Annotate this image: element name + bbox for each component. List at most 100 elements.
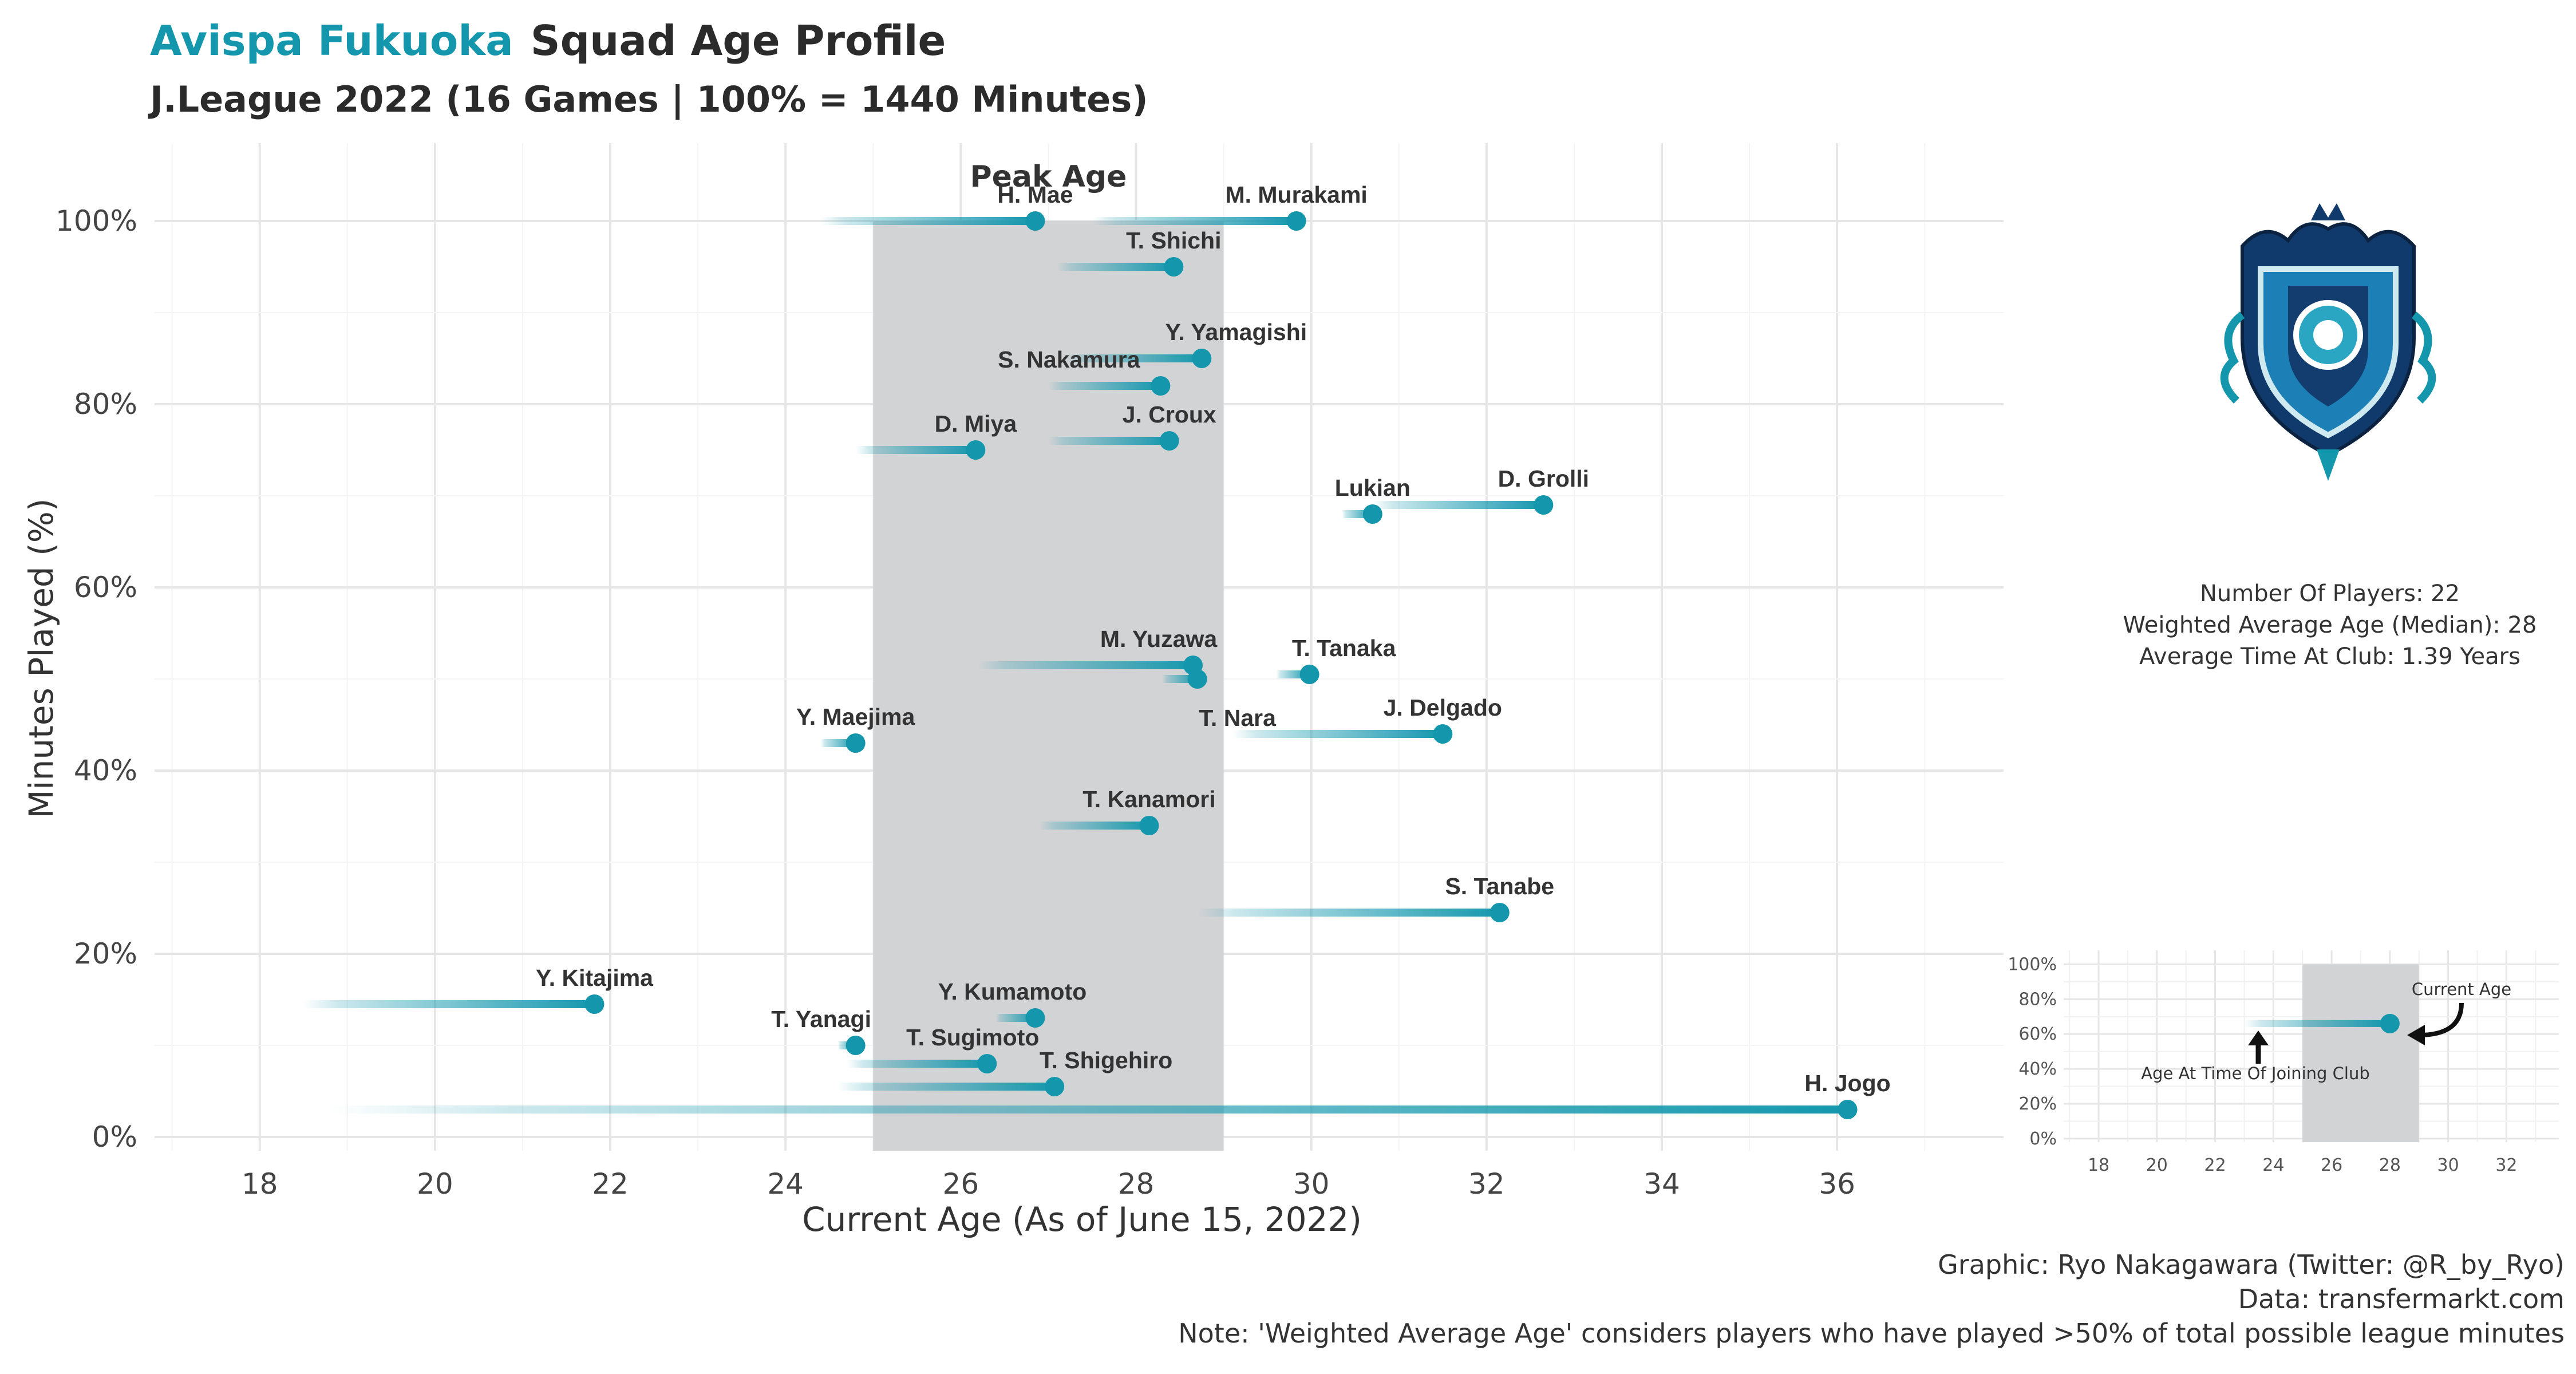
stat-number-of-players: Number Of Players: 22 bbox=[2200, 581, 2460, 607]
legend-inset: 0% 20% 40% 60% 80% 100% 18 20 22 24 26 28 30 32 Curr… bbox=[2008, 950, 2559, 1175]
player-label: T. Shigehiro bbox=[1040, 1047, 1172, 1073]
tenure-line bbox=[330, 1105, 1848, 1114]
inset-x-tick-label: 18 bbox=[2088, 1155, 2109, 1175]
tenure-line bbox=[1040, 822, 1149, 830]
player-point bbox=[1151, 376, 1171, 396]
inset-x-tick-label: 24 bbox=[2262, 1155, 2284, 1175]
inset-joined-arrowhead bbox=[2248, 1030, 2269, 1045]
inset-tenure-line bbox=[2244, 1020, 2390, 1027]
peak-age-band: Peak Age bbox=[873, 160, 1224, 1151]
player-label: T. Yanagi bbox=[771, 1006, 871, 1032]
inset-y-tick-label: 100% bbox=[2008, 954, 2057, 974]
inset-current-age-label: Current Age bbox=[2412, 980, 2511, 999]
player-label: D. Miya bbox=[935, 410, 1018, 437]
tenure-line bbox=[838, 1083, 1055, 1091]
x-axis-label: Current Age (As of June 15, 2022) bbox=[802, 1200, 1362, 1239]
tenure-line bbox=[847, 1060, 987, 1068]
x-tick-label: 28 bbox=[1118, 1167, 1155, 1201]
inset-current-age-arrowhead bbox=[2407, 1025, 2425, 1045]
caption-note: Note: 'Weighted Average Age' considers p… bbox=[1178, 1318, 2565, 1349]
y-axis-ticks: 0% 20% 40% 60% 80% 100% bbox=[56, 204, 137, 1154]
player-point bbox=[1362, 504, 1382, 524]
x-tick-label: 24 bbox=[767, 1167, 804, 1201]
caption-graphic-credit: Graphic: Ryo Nakagawara (Twitter: @R_by_… bbox=[1938, 1249, 2565, 1280]
caption-data-source: Data: transfermarkt.com bbox=[2238, 1284, 2565, 1314]
x-tick-label: 20 bbox=[417, 1167, 453, 1201]
x-tick-label: 36 bbox=[1819, 1167, 1855, 1201]
inset-x-tick-label: 20 bbox=[2146, 1155, 2168, 1175]
chart-subtitle: J.League 2022 (16 Games | 100% = 1440 Mi… bbox=[148, 78, 1148, 121]
x-axis-ticks: 18 20 22 24 26 28 30 32 34 36 bbox=[242, 1167, 1855, 1201]
team-name: Avispa Fukuoka bbox=[150, 17, 513, 65]
player-point bbox=[846, 1036, 866, 1055]
stat-weighted-average-age: Weighted Average Age (Median): 28 bbox=[2123, 612, 2537, 638]
player-label: T. Shichi bbox=[1126, 227, 1221, 254]
title-rest: Squad Age Profile bbox=[531, 17, 946, 65]
player-label: T. Nara bbox=[1199, 705, 1277, 731]
player-point bbox=[1192, 349, 1212, 368]
player-point bbox=[1045, 1077, 1065, 1096]
inset-y-tick-label: 60% bbox=[2018, 1024, 2057, 1044]
player-label: Y. Kumamoto bbox=[938, 978, 1087, 1005]
player-label: T. Tanaka bbox=[1292, 635, 1397, 661]
inset-example-mark bbox=[2244, 1013, 2400, 1033]
player-label: S. Tanabe bbox=[1445, 873, 1554, 899]
player-point bbox=[1025, 211, 1045, 231]
player-label: H. Jogo bbox=[1804, 1070, 1890, 1096]
inset-y-tick-label: 20% bbox=[2018, 1094, 2057, 1114]
player-label: J. Croux bbox=[1123, 401, 1216, 428]
inset-y-tick-label: 80% bbox=[2018, 989, 2057, 1009]
player-label: S. Nakamura bbox=[998, 346, 1141, 373]
player-label: M. Yuzawa bbox=[1100, 626, 1218, 652]
tenure-line bbox=[1197, 909, 1500, 917]
player-label: J. Delgado bbox=[1384, 694, 1502, 721]
inset-x-tick-label: 30 bbox=[2437, 1155, 2459, 1175]
player-label: D. Grolli bbox=[1498, 465, 1589, 492]
tenure-line bbox=[1066, 354, 1202, 362]
tenure-line bbox=[820, 217, 1036, 225]
inset-joined-label: Age At Time Of Joining Club bbox=[2141, 1064, 2370, 1083]
x-tick-label: 34 bbox=[1643, 1167, 1680, 1201]
player-point bbox=[1433, 724, 1453, 744]
player-point bbox=[1164, 257, 1184, 277]
y-tick-label: 80% bbox=[74, 388, 137, 421]
player-label: Lukian bbox=[1335, 475, 1411, 501]
player-label: Y. Yamagishi bbox=[1165, 319, 1307, 345]
club-crest-icon bbox=[2220, 203, 2436, 481]
inset-peak-rect bbox=[2302, 964, 2419, 1142]
player-point bbox=[1139, 816, 1159, 835]
player-point bbox=[1286, 211, 1306, 231]
tenure-line bbox=[855, 446, 976, 454]
tenure-lines bbox=[303, 217, 1848, 1114]
inset-y-ticks: 0% 20% 40% 60% 80% 100% bbox=[2008, 954, 2057, 1149]
x-tick-label: 26 bbox=[943, 1167, 979, 1201]
player-label: Y. Maejima bbox=[796, 704, 916, 730]
x-tick-label: 30 bbox=[1293, 1167, 1330, 1201]
stat-average-time-at-club: Average Time At Club: 1.39 Years bbox=[2139, 643, 2520, 670]
inset-y-tick-label: 40% bbox=[2018, 1059, 2057, 1079]
player-label: T. Kanamori bbox=[1082, 786, 1215, 812]
tenure-line bbox=[1372, 501, 1544, 509]
tenure-line bbox=[1048, 382, 1161, 390]
inset-y-tick-label: 0% bbox=[2029, 1129, 2057, 1149]
player-point bbox=[1490, 903, 1510, 922]
player-point bbox=[846, 733, 866, 753]
peak-age-label: Peak Age bbox=[970, 160, 1127, 194]
player-point bbox=[977, 1054, 997, 1073]
y-tick-label: 100% bbox=[56, 204, 137, 238]
chart-title: Avispa Fukuoka Squad Age Profile bbox=[150, 17, 946, 65]
inset-x-tick-label: 32 bbox=[2495, 1155, 2517, 1175]
y-tick-label: 0% bbox=[92, 1120, 137, 1154]
x-tick-label: 32 bbox=[1468, 1167, 1505, 1201]
y-tick-label: 60% bbox=[74, 571, 137, 604]
tenure-line bbox=[1232, 730, 1443, 738]
player-label: Y. Kitajima bbox=[536, 965, 654, 991]
player-point bbox=[1534, 495, 1554, 515]
inset-x-ticks: 18 20 22 24 26 28 30 32 bbox=[2088, 1155, 2518, 1175]
player-label: M. Murakami bbox=[1225, 181, 1367, 208]
y-tick-label: 20% bbox=[74, 937, 137, 970]
inset-x-tick-label: 26 bbox=[2321, 1155, 2342, 1175]
player-points bbox=[584, 211, 1858, 1119]
